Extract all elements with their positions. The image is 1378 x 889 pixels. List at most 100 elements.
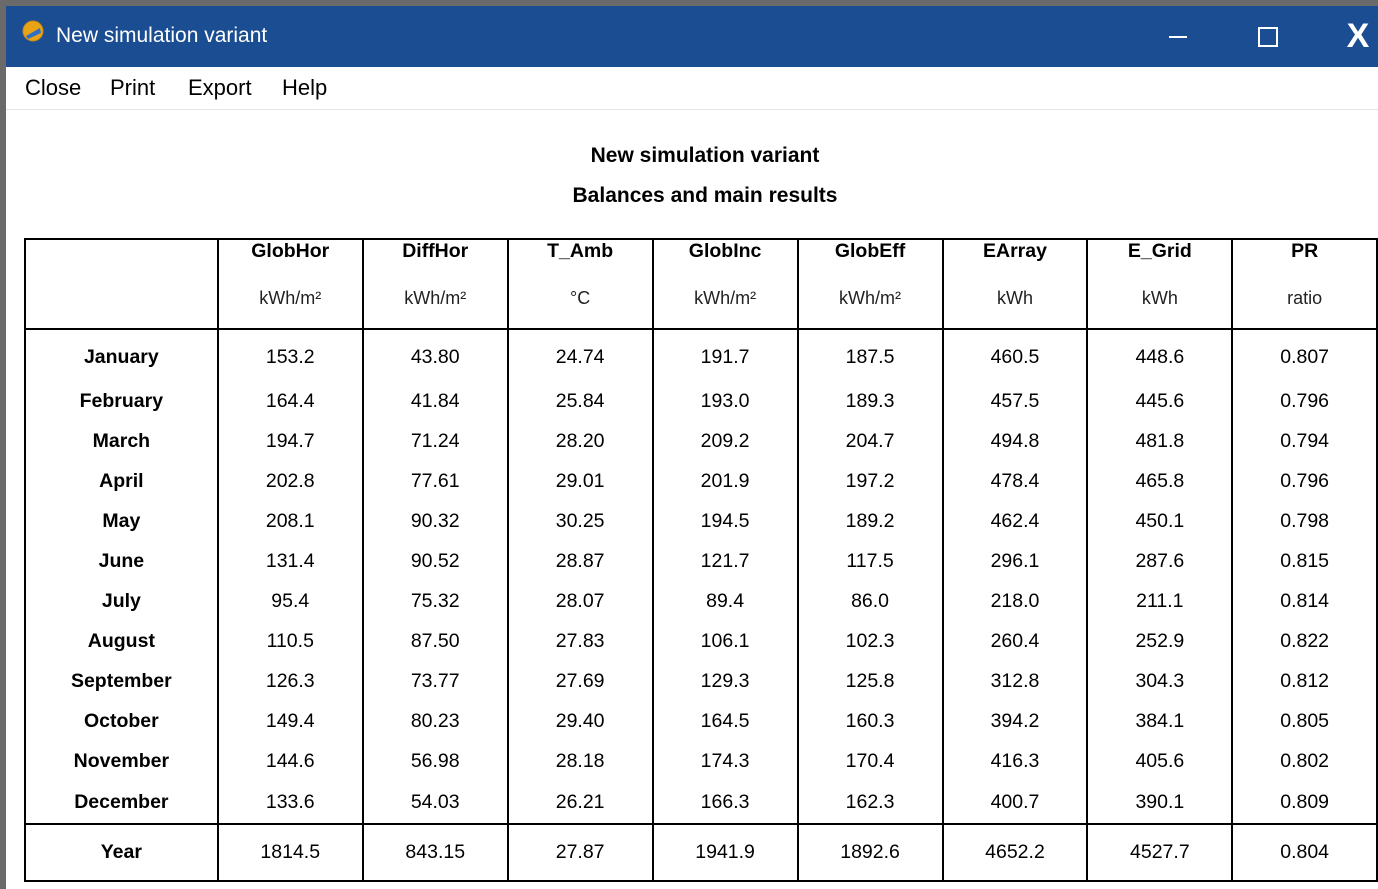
row-label: October xyxy=(24,701,219,741)
table-cell: 202.8 xyxy=(216,461,364,501)
table-cell: 174.3 xyxy=(651,741,799,781)
column-name: GlobInc xyxy=(688,240,762,262)
table-row: September 126.3 73.77 27.69 129.3 125.8 312.8 3… xyxy=(24,661,1378,701)
table-cell: 144.6 xyxy=(216,741,364,781)
minimize-button[interactable] xyxy=(1138,6,1218,67)
table-cell: 25.84 xyxy=(506,381,654,421)
row-label: August xyxy=(24,621,219,661)
results-table: GlobHor kWh/m² DiffHor kWh/m² T_Amb °C Glob… xyxy=(24,238,1378,882)
column-name: EArray xyxy=(982,240,1047,262)
table-cell: 0.807 xyxy=(1231,329,1378,381)
table-cell: 162.3 xyxy=(796,781,944,824)
column-unit: kWh xyxy=(996,288,1033,308)
table-cell: 0.815 xyxy=(1231,541,1378,581)
menu-close[interactable]: Close xyxy=(25,75,82,100)
menu-bar: Close Print Export Help xyxy=(6,67,1378,110)
table-cell: 121.7 xyxy=(651,541,799,581)
row-label: Year xyxy=(24,823,219,882)
table-cell: 0.814 xyxy=(1231,581,1378,621)
table-cell: 191.7 xyxy=(651,329,799,381)
row-label: June xyxy=(24,541,219,581)
table-cell: 89.4 xyxy=(651,581,799,621)
table-cell: 494.8 xyxy=(941,421,1089,461)
total-row: Year 1814.5 843.15 27.87 1941.9 1892.6 4652.2 4… xyxy=(24,823,1378,882)
minimize-icon xyxy=(1169,35,1187,38)
table-cell: 457.5 xyxy=(941,381,1089,421)
total-cell: 843.15 xyxy=(361,823,509,882)
table-cell: 189.3 xyxy=(796,381,944,421)
maximize-icon xyxy=(1258,26,1278,47)
table-cell: 77.61 xyxy=(361,461,509,501)
table-cell: 28.18 xyxy=(506,741,654,781)
row-label: November xyxy=(24,741,219,781)
maximize-button[interactable] xyxy=(1228,6,1308,67)
column-unit: kWh/m² xyxy=(694,288,757,308)
column-name: PR xyxy=(1291,240,1319,262)
table-cell: 287.6 xyxy=(1086,541,1234,581)
table-cell: 416.3 xyxy=(941,741,1089,781)
table-cell: 90.32 xyxy=(361,501,509,541)
column-header: PR ratio xyxy=(1231,238,1378,330)
table-cell: 24.74 xyxy=(506,329,654,381)
table-cell: 405.6 xyxy=(1086,741,1234,781)
window-title: New simulation variant xyxy=(56,24,268,47)
table-cell: 445.6 xyxy=(1086,381,1234,421)
column-name: T_Amb xyxy=(547,240,614,262)
total-cell: 1941.9 xyxy=(651,823,799,882)
row-label: December xyxy=(24,781,219,824)
table-cell: 87.50 xyxy=(361,621,509,661)
menu-help[interactable]: Help xyxy=(282,75,328,100)
column-header: EArray kWh xyxy=(941,238,1089,330)
table-cell: 0.812 xyxy=(1231,661,1378,701)
table-cell: 478.4 xyxy=(941,461,1089,501)
menu-export[interactable]: Export xyxy=(188,75,252,100)
row-label: March xyxy=(24,421,219,461)
menu-print[interactable]: Print xyxy=(110,75,156,100)
table-cell: 73.77 xyxy=(361,661,509,701)
table-cell: 204.7 xyxy=(796,421,944,461)
table-cell: 194.7 xyxy=(216,421,364,461)
report-title: New simulation variant xyxy=(590,144,820,167)
table-cell: 0.805 xyxy=(1231,701,1378,741)
row-label: April xyxy=(24,461,219,501)
table-cell: 29.01 xyxy=(506,461,654,501)
table-cell: 296.1 xyxy=(941,541,1089,581)
column-header: T_Amb °C xyxy=(506,238,654,330)
table-row: March 194.7 71.24 28.20 209.2 204.7 494.8 481.8… xyxy=(24,421,1378,461)
table-cell: 252.9 xyxy=(1086,621,1234,661)
column-header: GlobHor kWh/m² xyxy=(216,238,364,330)
app-logo-icon xyxy=(22,20,44,42)
total-cell: 4527.7 xyxy=(1086,823,1234,882)
table-cell: 448.6 xyxy=(1086,329,1234,381)
column-header: DiffHor kWh/m² xyxy=(361,238,509,330)
table-cell: 126.3 xyxy=(216,661,364,701)
table-row: November 144.6 56.98 28.18 174.3 170.4 416.3 40… xyxy=(24,741,1378,781)
table-cell: 71.24 xyxy=(361,421,509,461)
table-row: June 131.4 90.52 28.87 121.7 117.5 296.1 287.6 0… xyxy=(24,541,1378,581)
table-cell: 450.1 xyxy=(1086,501,1234,541)
table-row: May 208.1 90.32 30.25 194.5 189.2 462.4 450.1 0.… xyxy=(24,501,1378,541)
table-cell: 0.794 xyxy=(1231,421,1378,461)
table-row: December 133.6 54.03 26.21 166.3 162.3 400.7 39… xyxy=(24,781,1378,824)
table-cell: 160.3 xyxy=(796,701,944,741)
table-cell: 201.9 xyxy=(651,461,799,501)
column-unit: kWh/m² xyxy=(839,288,902,308)
column-name: GlobHor xyxy=(251,240,330,262)
table-cell: 110.5 xyxy=(216,621,364,661)
table-cell: 164.4 xyxy=(216,381,364,421)
row-label: February xyxy=(24,381,219,421)
table-cell: 106.1 xyxy=(651,621,799,661)
table-cell: 166.3 xyxy=(651,781,799,824)
title-bar[interactable]: New simulation variant X xyxy=(6,6,1378,67)
table-cell: 481.8 xyxy=(1086,421,1234,461)
simulation-window: New simulation variant X Close Print Exp… xyxy=(6,6,1378,889)
column-name: DiffHor xyxy=(402,240,469,262)
close-window-button[interactable]: X xyxy=(1318,6,1378,67)
table-cell: 304.3 xyxy=(1086,661,1234,701)
table-cell: 86.0 xyxy=(796,581,944,621)
table-cell: 29.40 xyxy=(506,701,654,741)
table-cell: 43.80 xyxy=(361,329,509,381)
table-cell: 460.5 xyxy=(941,329,1089,381)
table-cell: 0.809 xyxy=(1231,781,1378,824)
table-cell: 75.32 xyxy=(361,581,509,621)
